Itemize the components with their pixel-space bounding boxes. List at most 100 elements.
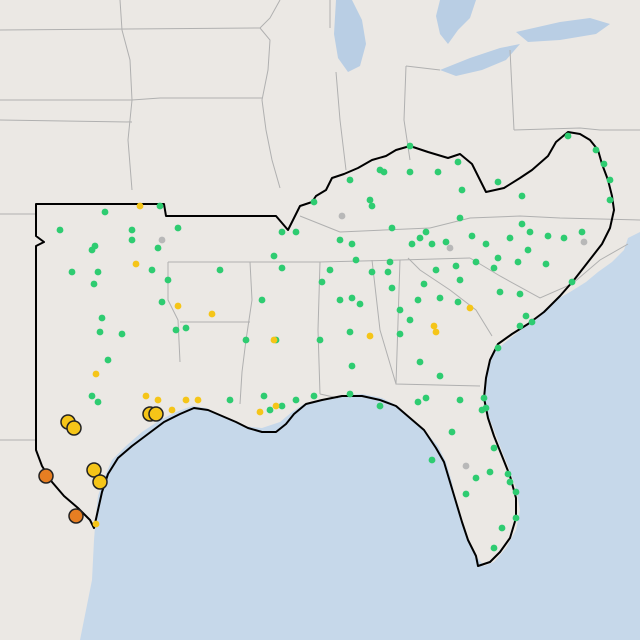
- green-monitor-dot[interactable]: [428, 240, 436, 248]
- green-monitor-dot[interactable]: [316, 336, 324, 344]
- green-monitor-dot[interactable]: [380, 168, 388, 176]
- yellow-monitor-dot[interactable]: [66, 420, 82, 436]
- yellow-monitor-dot[interactable]: [148, 406, 164, 422]
- green-monitor-dot[interactable]: [118, 330, 126, 338]
- yellow-monitor-dot[interactable]: [432, 328, 440, 336]
- gray-monitor-dot[interactable]: [580, 238, 588, 246]
- green-monitor-dot[interactable]: [490, 544, 498, 552]
- green-monitor-dot[interactable]: [498, 524, 506, 532]
- green-monitor-dot[interactable]: [458, 186, 466, 194]
- green-monitor-dot[interactable]: [494, 178, 502, 186]
- yellow-monitor-dot[interactable]: [92, 520, 100, 528]
- green-monitor-dot[interactable]: [386, 258, 394, 266]
- green-monitor-dot[interactable]: [454, 298, 462, 306]
- green-monitor-dot[interactable]: [292, 228, 300, 236]
- green-monitor-dot[interactable]: [468, 232, 476, 240]
- green-monitor-dot[interactable]: [278, 228, 286, 236]
- green-monitor-dot[interactable]: [512, 488, 520, 496]
- green-monitor-dot[interactable]: [68, 268, 76, 276]
- yellow-monitor-dot[interactable]: [132, 260, 140, 268]
- green-monitor-dot[interactable]: [478, 406, 486, 414]
- green-monitor-dot[interactable]: [494, 254, 502, 262]
- green-monitor-dot[interactable]: [420, 280, 428, 288]
- green-monitor-dot[interactable]: [434, 168, 442, 176]
- yellow-monitor-dot[interactable]: [154, 396, 162, 404]
- green-monitor-dot[interactable]: [406, 316, 414, 324]
- green-monitor-dot[interactable]: [422, 394, 430, 402]
- green-monitor-dot[interactable]: [504, 470, 512, 478]
- green-monitor-dot[interactable]: [414, 398, 422, 406]
- green-monitor-dot[interactable]: [326, 266, 334, 274]
- green-monitor-dot[interactable]: [512, 514, 520, 522]
- green-monitor-dot[interactable]: [270, 252, 278, 260]
- green-monitor-dot[interactable]: [258, 296, 266, 304]
- gray-monitor-dot[interactable]: [158, 236, 166, 244]
- green-monitor-dot[interactable]: [408, 240, 416, 248]
- gray-monitor-dot[interactable]: [338, 212, 346, 220]
- green-monitor-dot[interactable]: [442, 238, 450, 246]
- green-monitor-dot[interactable]: [592, 146, 600, 154]
- green-monitor-dot[interactable]: [310, 392, 318, 400]
- green-monitor-dot[interactable]: [292, 396, 300, 404]
- green-monitor-dot[interactable]: [336, 236, 344, 244]
- green-monitor-dot[interactable]: [182, 324, 190, 332]
- green-monitor-dot[interactable]: [454, 158, 462, 166]
- green-monitor-dot[interactable]: [366, 196, 374, 204]
- green-monitor-dot[interactable]: [414, 296, 422, 304]
- gray-monitor-dot[interactable]: [446, 244, 454, 252]
- green-monitor-dot[interactable]: [406, 168, 414, 176]
- yellow-monitor-dot[interactable]: [256, 408, 264, 416]
- yellow-monitor-dot[interactable]: [136, 202, 144, 210]
- orange-monitor-dot[interactable]: [68, 508, 84, 524]
- green-monitor-dot[interactable]: [524, 246, 532, 254]
- green-monitor-dot[interactable]: [564, 132, 572, 140]
- green-monitor-dot[interactable]: [514, 258, 522, 266]
- green-monitor-dot[interactable]: [226, 396, 234, 404]
- green-monitor-dot[interactable]: [128, 236, 136, 244]
- green-monitor-dot[interactable]: [174, 224, 182, 232]
- green-monitor-dot[interactable]: [560, 234, 568, 242]
- green-monitor-dot[interactable]: [490, 264, 498, 272]
- green-monitor-dot[interactable]: [436, 294, 444, 302]
- green-monitor-dot[interactable]: [266, 406, 274, 414]
- green-monitor-dot[interactable]: [518, 220, 526, 228]
- green-monitor-dot[interactable]: [396, 330, 404, 338]
- green-monitor-dot[interactable]: [172, 326, 180, 334]
- green-monitor-dot[interactable]: [578, 228, 586, 236]
- yellow-monitor-dot[interactable]: [92, 474, 108, 490]
- green-monitor-dot[interactable]: [456, 396, 464, 404]
- green-monitor-dot[interactable]: [278, 402, 286, 410]
- green-monitor-dot[interactable]: [432, 266, 440, 274]
- green-monitor-dot[interactable]: [352, 256, 360, 264]
- green-monitor-dot[interactable]: [606, 176, 614, 184]
- green-monitor-dot[interactable]: [388, 224, 396, 232]
- green-monitor-dot[interactable]: [518, 192, 526, 200]
- green-monitor-dot[interactable]: [472, 258, 480, 266]
- green-monitor-dot[interactable]: [278, 264, 286, 272]
- green-monitor-dot[interactable]: [448, 428, 456, 436]
- green-monitor-dot[interactable]: [348, 362, 356, 370]
- green-monitor-dot[interactable]: [88, 246, 96, 254]
- green-monitor-dot[interactable]: [506, 478, 514, 486]
- yellow-monitor-dot[interactable]: [142, 392, 150, 400]
- green-monitor-dot[interactable]: [336, 296, 344, 304]
- green-monitor-dot[interactable]: [154, 244, 162, 252]
- green-monitor-dot[interactable]: [482, 240, 490, 248]
- green-monitor-dot[interactable]: [348, 240, 356, 248]
- yellow-monitor-dot[interactable]: [168, 406, 176, 414]
- green-monitor-dot[interactable]: [480, 394, 488, 402]
- orange-monitor-dot[interactable]: [38, 468, 54, 484]
- green-monitor-dot[interactable]: [422, 228, 430, 236]
- green-monitor-dot[interactable]: [98, 314, 106, 322]
- green-monitor-dot[interactable]: [346, 390, 354, 398]
- green-monitor-dot[interactable]: [216, 266, 224, 274]
- yellow-monitor-dot[interactable]: [182, 396, 190, 404]
- green-monitor-dot[interactable]: [158, 298, 166, 306]
- green-monitor-dot[interactable]: [94, 268, 102, 276]
- yellow-monitor-dot[interactable]: [272, 402, 280, 410]
- yellow-monitor-dot[interactable]: [430, 322, 438, 330]
- green-monitor-dot[interactable]: [544, 232, 552, 240]
- yellow-monitor-dot[interactable]: [194, 396, 202, 404]
- green-monitor-dot[interactable]: [128, 226, 136, 234]
